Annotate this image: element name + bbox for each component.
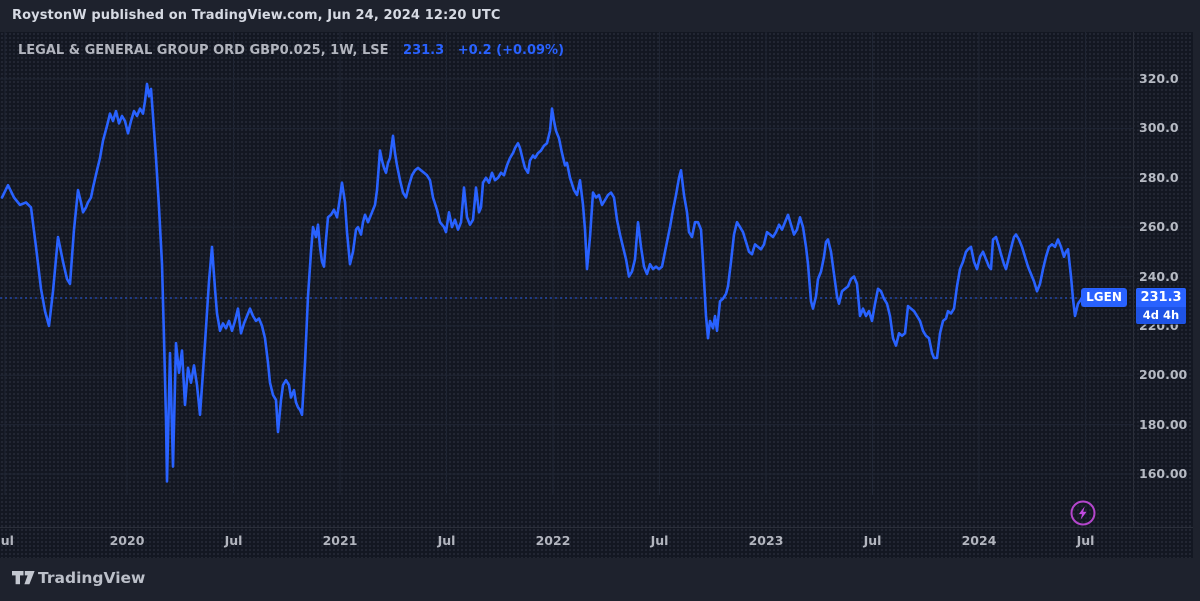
price-axis-border: [1133, 32, 1134, 527]
price-axis-label: 260.0: [1139, 219, 1179, 235]
time-axis-border: [0, 527, 1193, 528]
symbol-title: LEGAL & GENERAL GROUP ORD GBP0.025, 1W, …: [18, 43, 389, 58]
time-axis-label: Jul: [0, 533, 14, 548]
time-axis-label: Jul: [650, 533, 669, 548]
price-axis-label: 200.00: [1139, 367, 1188, 383]
price-series-line: [0, 82, 1084, 483]
last-price-label: 231.3 4d 4h: [1136, 288, 1186, 325]
time-axis-label: 2021: [322, 533, 358, 548]
price-line-chart: [0, 32, 1133, 495]
price-axis-label: 320.0: [1139, 71, 1179, 86]
price-axis-label: 300.0: [1139, 120, 1179, 136]
ticker-label: LGEN: [1081, 288, 1127, 308]
last-price-value: 231.3: [1136, 288, 1186, 308]
publisher-bar: RoystonW published on TradingView.com, J…: [0, 0, 1200, 32]
grid-lines: [0, 32, 1133, 495]
time-axis-label: 2022: [535, 533, 571, 548]
boost-button[interactable]: [1068, 498, 1098, 528]
price-axis-label: 240.0: [1139, 268, 1179, 284]
time-axis-label: 2020: [109, 533, 145, 548]
tradingview-logo-icon[interactable]: [12, 570, 35, 589]
time-axis-label: 2023: [748, 533, 784, 548]
time-axis-label: Jul: [1076, 533, 1095, 548]
tradingview-brand-text[interactable]: TradingView: [38, 569, 146, 587]
time-axis-label: Jul: [224, 533, 243, 548]
time-axis-label: Jul: [437, 533, 456, 548]
price-axis-label: 180.00: [1139, 416, 1188, 432]
time-axis-label: Jul: [863, 533, 882, 548]
footer-bar: TradingView: [0, 558, 1200, 601]
publisher-text: RoystonW published on TradingView.com, J…: [12, 8, 501, 23]
price-axis-label: 280.0: [1139, 169, 1179, 185]
symbol-header: LEGAL & GENERAL GROUP ORD GBP0.025, 1W, …: [18, 43, 564, 58]
bar-countdown: 4d 4h: [1136, 307, 1186, 325]
header-change: +0.2 (+0.09%): [457, 43, 565, 58]
chart-pane[interactable]: LEGAL & GENERAL GROUP ORD GBP0.025, 1W, …: [0, 32, 1193, 558]
lightning-icon: [1070, 500, 1096, 526]
header-last-price: 231.3: [403, 43, 445, 58]
price-axis-label: 160.00: [1139, 466, 1188, 481]
time-axis-label: 2024: [961, 533, 997, 548]
